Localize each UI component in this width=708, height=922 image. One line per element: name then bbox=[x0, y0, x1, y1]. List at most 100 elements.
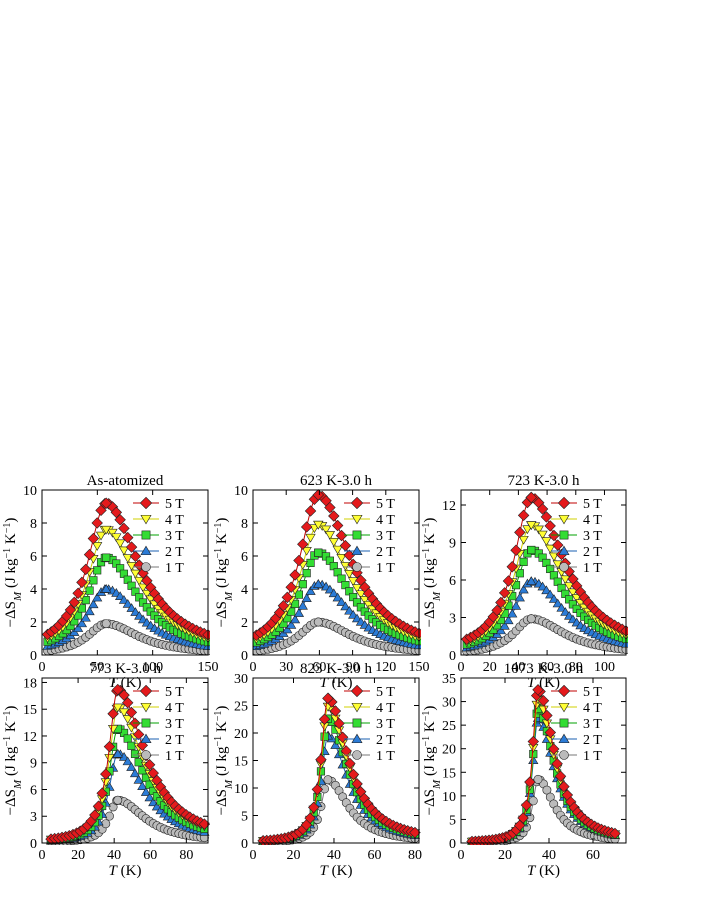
data-point bbox=[305, 586, 316, 595]
data-point bbox=[113, 795, 123, 805]
data-point bbox=[89, 809, 101, 821]
y-tick-label: 4 bbox=[241, 583, 248, 598]
data-point bbox=[558, 780, 570, 793]
data-point bbox=[554, 770, 567, 782]
data-point bbox=[522, 525, 533, 535]
data-point bbox=[518, 535, 529, 545]
data-point bbox=[297, 600, 308, 610]
data-point bbox=[293, 608, 305, 617]
data-point bbox=[525, 491, 538, 504]
data-point bbox=[301, 546, 312, 556]
data-point bbox=[300, 521, 313, 533]
data-point bbox=[127, 741, 136, 750]
y-tick-label: 6 bbox=[30, 550, 37, 565]
x-axis-label: T (K) bbox=[109, 675, 142, 691]
data-point bbox=[520, 799, 533, 811]
legend-marker bbox=[559, 750, 569, 760]
data-point bbox=[328, 510, 340, 522]
x-tick-label: 150 bbox=[409, 660, 430, 675]
y-tick-label: 20 bbox=[442, 743, 456, 758]
x-tick-label: 150 bbox=[198, 660, 219, 675]
data-point bbox=[363, 601, 374, 610]
x-axis-label: T (K) bbox=[320, 863, 353, 879]
y-tick-label: 12 bbox=[442, 499, 456, 514]
y-axis-label: −ΔSM (J kg−1 K−1) bbox=[213, 706, 236, 816]
data-point bbox=[332, 592, 343, 602]
data-point bbox=[348, 577, 359, 587]
legend: 5 T4 T3 T2 T1 T bbox=[551, 496, 602, 576]
data-point bbox=[107, 708, 119, 720]
legend-marker bbox=[140, 514, 152, 525]
data-point bbox=[89, 576, 98, 585]
data-point bbox=[333, 717, 345, 730]
y-tick-label: 5 bbox=[241, 810, 248, 825]
data-point bbox=[355, 590, 367, 600]
y-axis-label: −ΔSM (J kg−1 K−1) bbox=[421, 518, 444, 628]
x-tick-label: 60 bbox=[312, 660, 326, 675]
legend-marker bbox=[139, 684, 153, 698]
data-point bbox=[277, 600, 290, 612]
data-point bbox=[571, 594, 582, 603]
legend: 5 T4 T3 T2 T1 T bbox=[344, 684, 395, 764]
data-point bbox=[536, 503, 549, 515]
x-tick-label: 40 bbox=[511, 660, 525, 675]
y-tick-label: 15 bbox=[23, 703, 37, 718]
data-point bbox=[322, 692, 334, 705]
legend-marker bbox=[141, 562, 151, 572]
data-point bbox=[76, 576, 88, 589]
data-point bbox=[148, 797, 159, 807]
data-point bbox=[544, 726, 557, 739]
x-tick-label: 100 bbox=[594, 660, 615, 675]
legend-marker bbox=[350, 496, 364, 510]
chart-panel-3: 0 20 40 60 80 100 0 3 6 9 12 723 K-3.0 h T (K) −ΔSM (… bbox=[421, 473, 628, 691]
data-point bbox=[329, 705, 342, 717]
data-point bbox=[118, 689, 130, 701]
data-point bbox=[137, 583, 149, 593]
data-point bbox=[101, 819, 111, 829]
data-point bbox=[328, 588, 339, 598]
data-point bbox=[495, 625, 506, 635]
data-point bbox=[491, 604, 503, 617]
y-tick-label: 3 bbox=[449, 612, 456, 627]
data-point bbox=[336, 731, 349, 744]
data-point bbox=[285, 581, 297, 593]
legend-marker bbox=[140, 733, 152, 744]
x-tick-label: 50 bbox=[90, 660, 104, 675]
legend-marker bbox=[352, 530, 362, 540]
y-tick-label: 18 bbox=[23, 676, 37, 691]
data-point bbox=[344, 605, 355, 615]
data-point bbox=[351, 584, 363, 593]
series-3t bbox=[46, 724, 209, 845]
legend-label: 1 T bbox=[376, 749, 395, 764]
legend-marker bbox=[350, 684, 364, 698]
data-point bbox=[311, 783, 324, 796]
data-point bbox=[118, 546, 130, 556]
panel-title: As-atomized bbox=[87, 473, 164, 489]
series-group bbox=[45, 683, 210, 845]
data-point bbox=[96, 787, 108, 800]
data-point bbox=[111, 533, 122, 543]
data-point bbox=[545, 544, 556, 554]
x-tick-label: 0 bbox=[458, 848, 465, 863]
data-point bbox=[517, 509, 530, 522]
data-point bbox=[560, 575, 571, 585]
chart-panel-1: 0 50 100 150 0 2 4 6 8 10 As-atomized T (K) −ΔSM (J … bbox=[2, 473, 219, 691]
data-point bbox=[351, 778, 363, 790]
data-point bbox=[502, 575, 515, 587]
data-point bbox=[125, 706, 138, 719]
data-point bbox=[88, 599, 99, 609]
data-point bbox=[101, 525, 112, 535]
data-point bbox=[72, 587, 84, 600]
data-point bbox=[552, 598, 563, 608]
data-point bbox=[83, 548, 96, 561]
y-tick-label: 30 bbox=[234, 672, 248, 687]
data-point bbox=[123, 734, 132, 743]
data-point bbox=[126, 762, 137, 771]
y-tick-label: 15 bbox=[442, 766, 456, 781]
data-point bbox=[305, 533, 316, 543]
series-group bbox=[42, 497, 210, 656]
data-point bbox=[121, 696, 134, 709]
data-point bbox=[105, 811, 114, 821]
data-point bbox=[84, 606, 95, 616]
